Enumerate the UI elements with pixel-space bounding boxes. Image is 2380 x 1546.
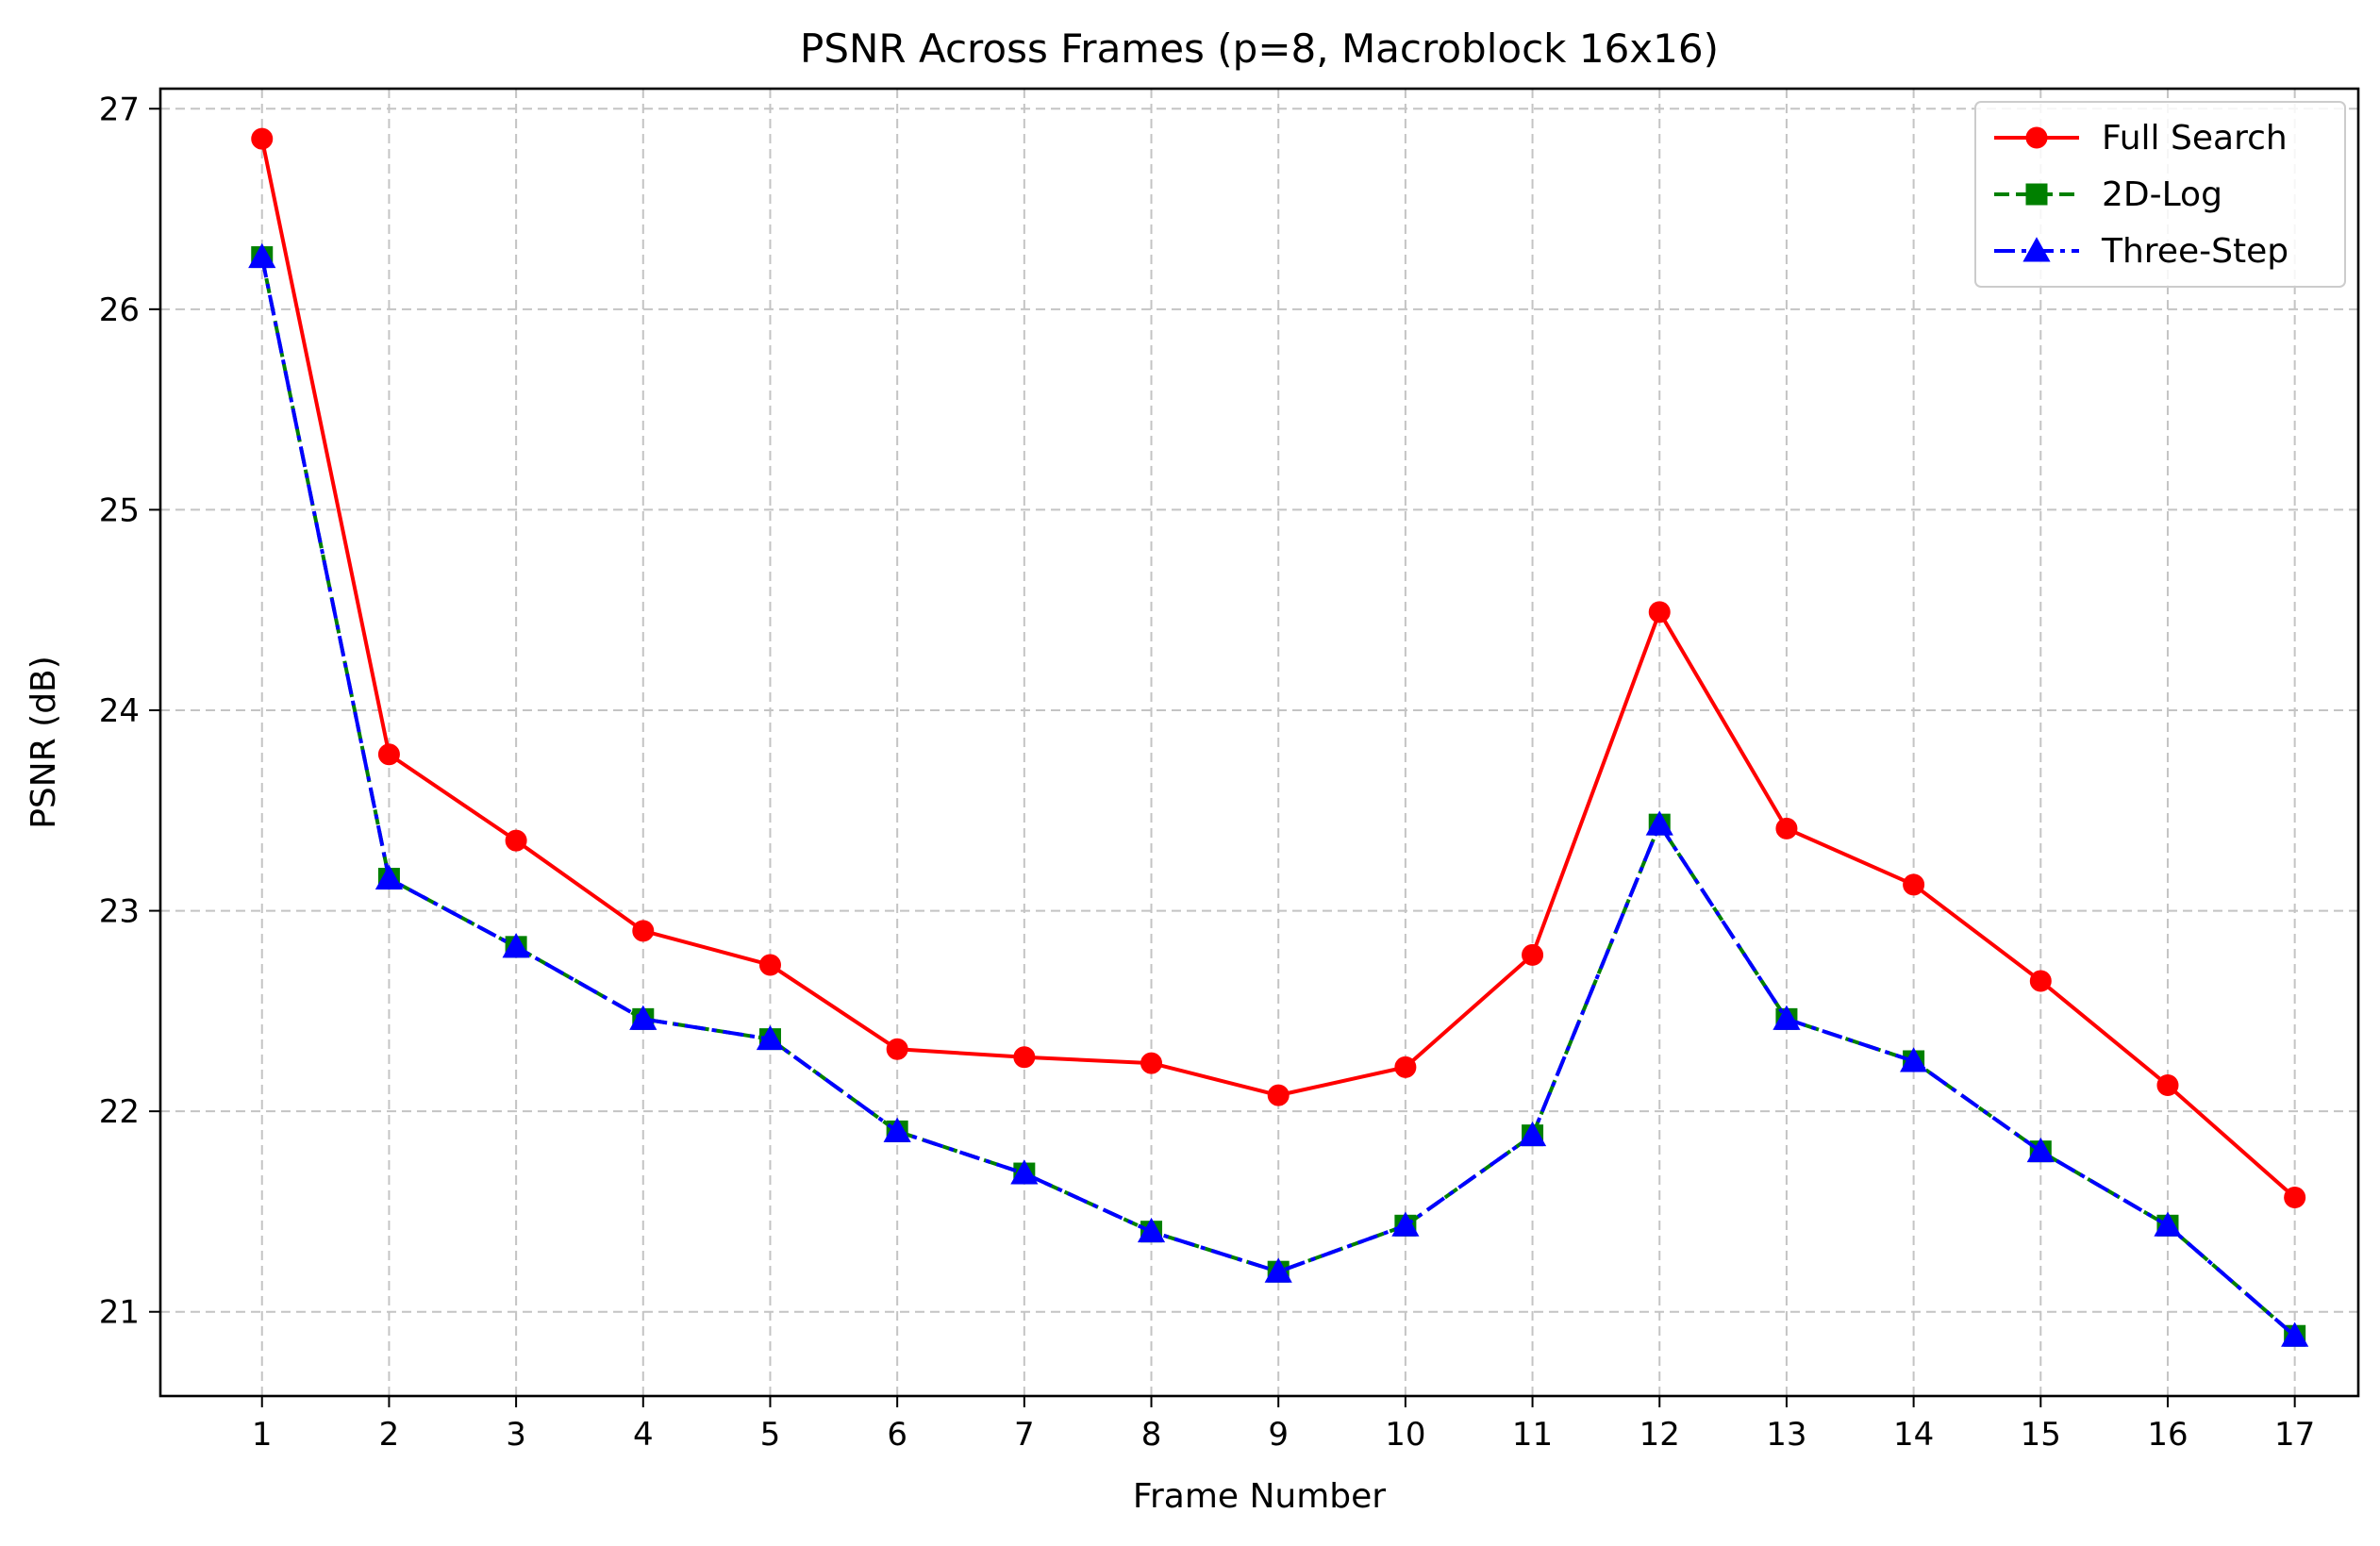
x-tick-label: 4: [633, 1416, 654, 1454]
legend-marker-2d-log: [2025, 183, 2048, 206]
y-axis-label: PSNR (dB): [25, 656, 63, 829]
legend: Full Search 2D-Log Three-Step: [1974, 101, 2346, 288]
legend-marker-three-step: [2022, 237, 2051, 262]
data-point-three-step: [2154, 1211, 2182, 1237]
data-point-full-search: [2156, 1074, 2179, 1097]
data-point-full-search: [2284, 1187, 2306, 1209]
y-tick-label: 23: [99, 893, 140, 931]
data-point-three-step: [1137, 1217, 1166, 1243]
data-point-three-step: [1010, 1159, 1039, 1185]
legend-label-full-search: Full Search: [2102, 119, 2288, 158]
x-tick-label: 8: [1141, 1416, 1162, 1454]
data-point-full-search: [1648, 601, 1671, 623]
y-tick-label: 26: [99, 291, 140, 329]
y-tick-label: 21: [99, 1294, 140, 1332]
x-tick-label: 5: [760, 1416, 781, 1454]
data-point-three-step: [248, 242, 276, 269]
x-tick-label: 12: [1639, 1416, 1680, 1454]
data-point-full-search: [1775, 817, 1798, 839]
data-point-three-step: [1264, 1257, 1292, 1283]
x-tick-label: 11: [1512, 1416, 1553, 1454]
x-tick-label: 9: [1268, 1416, 1289, 1454]
data-point-three-step: [629, 1005, 657, 1030]
data-point-three-step: [756, 1024, 785, 1051]
series-full-search: [251, 127, 2306, 1209]
x-tick-label: 2: [379, 1416, 400, 1454]
data-point-three-step: [883, 1117, 911, 1142]
legend-label-three-step: Three-Step: [2101, 232, 2288, 271]
data-point-three-step: [502, 933, 530, 958]
x-tick-label: 3: [506, 1416, 526, 1454]
x-tick-label: 10: [1385, 1416, 1425, 1454]
x-tick-label: 13: [1766, 1416, 1806, 1454]
x-tick-label: 7: [1014, 1416, 1035, 1454]
data-point-three-step: [1391, 1211, 1420, 1237]
legend-label-2d-log: 2D-Log: [2102, 175, 2222, 214]
y-tick-label: 24: [99, 692, 140, 730]
data-point-full-search: [377, 743, 400, 766]
x-tick-label: 6: [887, 1416, 907, 1454]
x-tick-label: 14: [1893, 1416, 1934, 1454]
x-axis-label: Frame Number: [1133, 1477, 1386, 1516]
data-point-full-search: [505, 829, 527, 852]
data-point-full-search: [886, 1038, 908, 1060]
y-tick-label: 22: [99, 1093, 140, 1131]
data-point-full-search: [1267, 1084, 1290, 1106]
data-point-three-step: [1518, 1121, 1547, 1147]
chart-title: PSNR Across Frames (p=8, Macroblock 16x1…: [800, 25, 1719, 72]
data-point-full-search: [2029, 970, 2052, 992]
series-three-step: [248, 242, 2309, 1347]
data-point-three-step: [2026, 1137, 2055, 1163]
data-point-full-search: [758, 954, 781, 976]
data-point-full-search: [251, 127, 274, 150]
data-point-full-search: [632, 920, 655, 942]
data-point-three-step: [1645, 810, 1673, 836]
y-tick-label: 25: [99, 491, 140, 529]
x-tick-label: 1: [252, 1416, 273, 1454]
x-tick-label: 15: [2021, 1416, 2061, 1454]
data-point-three-step: [1773, 1005, 1801, 1030]
data-point-full-search: [1522, 943, 1544, 966]
series-layer: [248, 127, 2309, 1347]
data-point-three-step: [1900, 1047, 1928, 1072]
plot-frame: [158, 87, 2360, 1398]
x-tick-label: 17: [2274, 1416, 2315, 1454]
data-point-full-search: [1013, 1046, 1036, 1069]
legend-marker-full-search: [2025, 126, 2048, 149]
x-tick-label: 16: [2147, 1416, 2188, 1454]
legend-box: [1974, 101, 2346, 288]
data-point-full-search: [1903, 873, 1925, 896]
data-point-full-search: [1140, 1052, 1163, 1074]
y-tick-label: 27: [99, 91, 140, 128]
data-point-full-search: [1394, 1056, 1417, 1078]
data-point-three-step: [374, 864, 404, 890]
data-point-three-step: [2281, 1322, 2309, 1347]
